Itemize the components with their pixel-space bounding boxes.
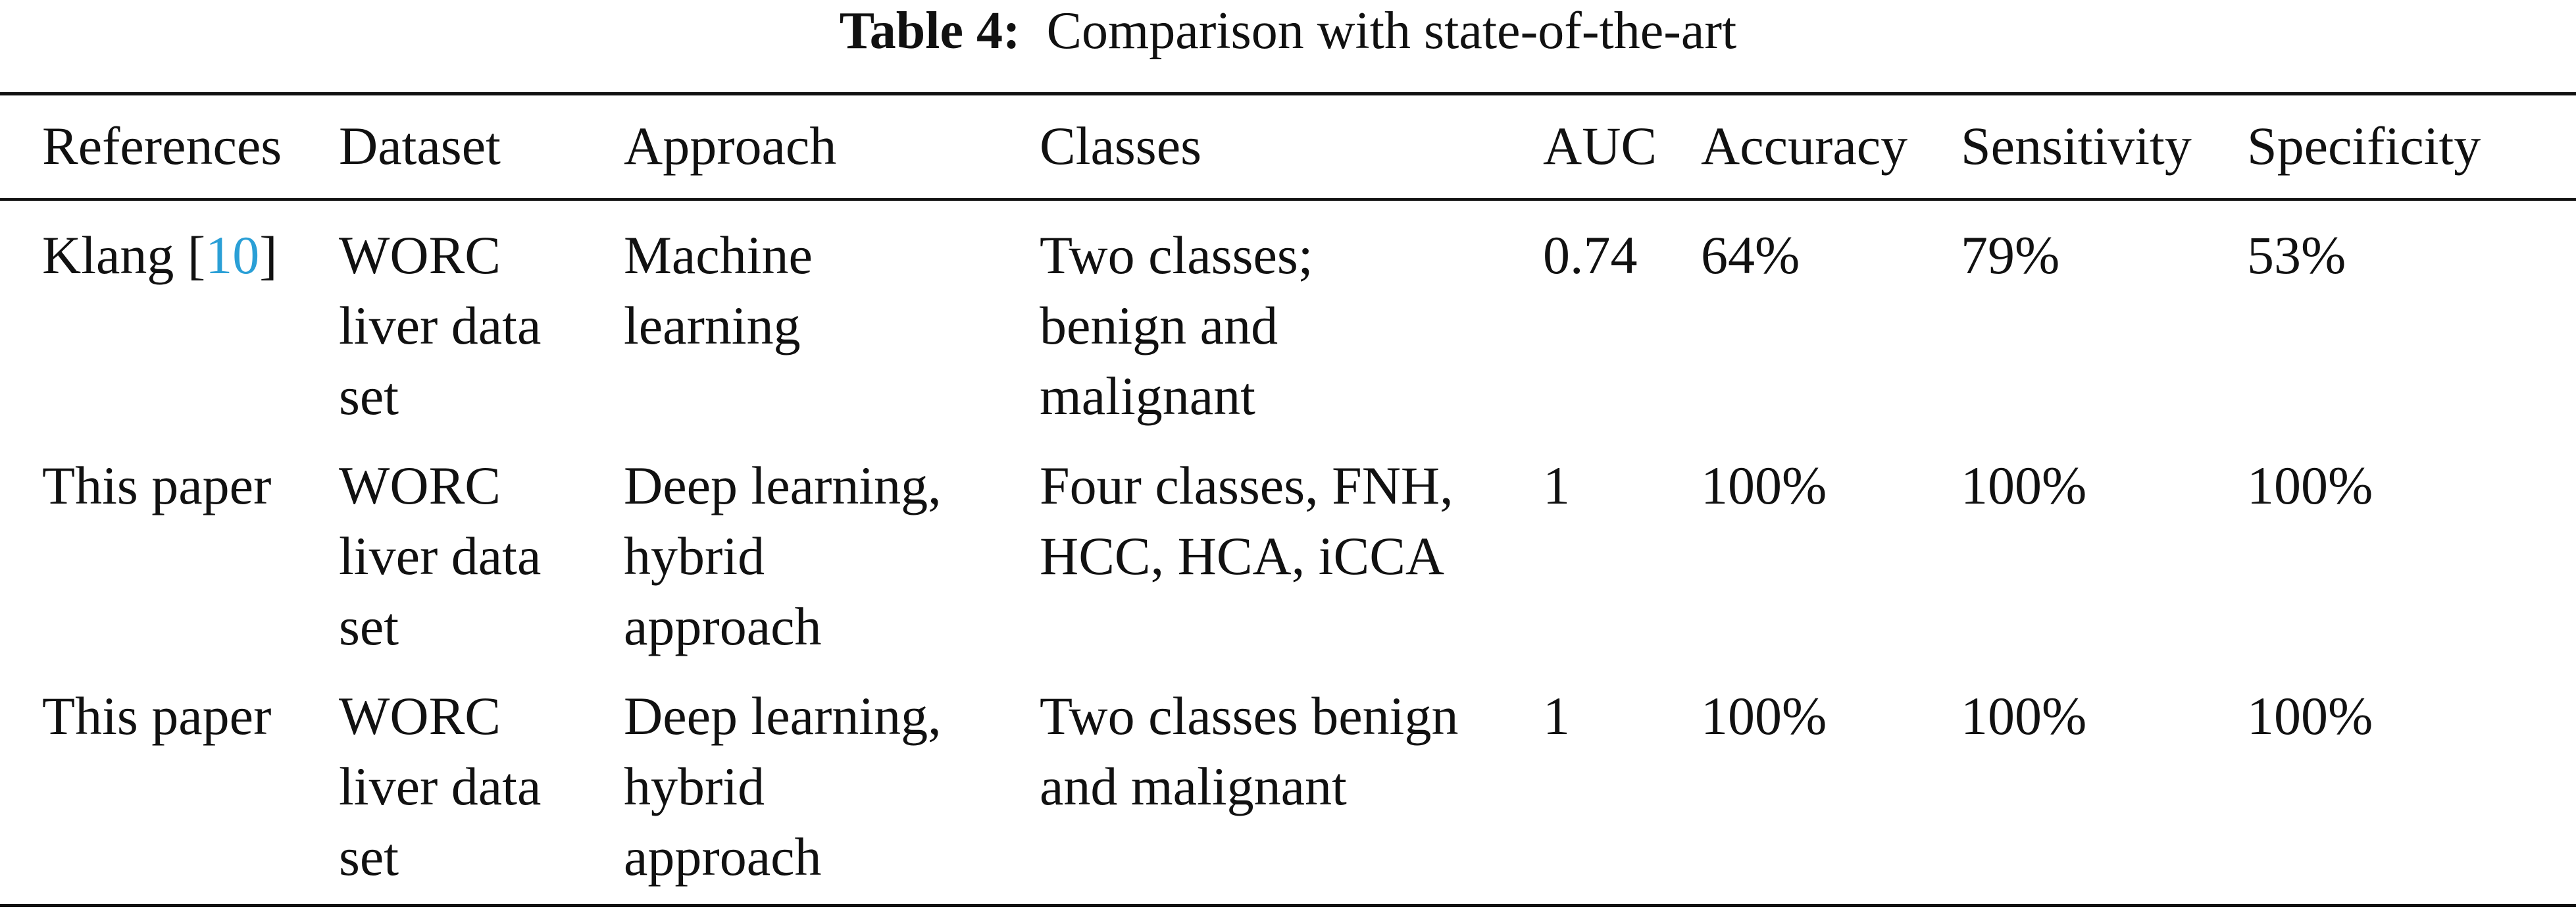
cell-classes: Two classes; benign and malignant — [1040, 225, 1313, 426]
cell-auc: 0.74 — [1543, 225, 1638, 285]
reference-bracket: ] — [259, 225, 278, 285]
cell-reference: This paper — [42, 686, 272, 746]
table-header-rule — [0, 198, 2576, 201]
cell-accuracy: 100% — [1701, 456, 1827, 515]
table-bottom-rule — [0, 904, 2576, 907]
cell-classes: Four classes, FNH, HCC, HCA, iCCA — [1040, 456, 1453, 586]
citation-link[interactable]: 10 — [205, 225, 260, 285]
cell-dataset: WORC liver data set — [339, 686, 542, 887]
cell-classes: Two classes benign and malignant — [1040, 686, 1459, 816]
header-dataset: Dataset — [339, 116, 501, 176]
header-auc: AUC — [1543, 116, 1657, 176]
header-sensitivity: Sensitivity — [1961, 116, 2192, 176]
header-approach: Approach — [624, 116, 837, 176]
header-classes: Classes — [1040, 116, 1201, 176]
cell-specificity: 100% — [2247, 456, 2373, 515]
header-accuracy: Accuracy — [1701, 116, 1908, 176]
cell-dataset: WORC liver data set — [339, 225, 542, 426]
cell-dataset: WORC liver data set — [339, 456, 542, 656]
table-caption-label: Table 4: — [839, 2, 1021, 60]
cell-auc: 1 — [1543, 456, 1570, 515]
table-caption: Table 4: Comparison with state-of-the-ar… — [0, 0, 2576, 66]
cell-sensitivity: 100% — [1961, 686, 2087, 746]
table-caption-title: Comparison with state-of-the-art — [1046, 2, 1737, 60]
header-specificity: Specificity — [2247, 116, 2481, 176]
header-references: References — [42, 116, 282, 176]
cell-reference: Klang [10] — [42, 220, 332, 290]
cell-specificity: 100% — [2247, 686, 2373, 746]
cell-approach: Deep learning, hybrid approach — [624, 456, 942, 656]
cell-approach: Machine learning — [624, 225, 813, 355]
cell-auc: 1 — [1543, 686, 1570, 746]
cell-sensitivity: 79% — [1961, 225, 2060, 285]
cell-accuracy: 100% — [1701, 686, 1827, 746]
cell-specificity: 53% — [2247, 225, 2346, 285]
cell-sensitivity: 100% — [1961, 456, 2087, 515]
cell-approach: Deep learning, hybrid approach — [624, 686, 942, 887]
reference-name: Klang [ — [42, 225, 206, 285]
cell-accuracy: 64% — [1701, 225, 1800, 285]
cell-reference: This paper — [42, 456, 272, 515]
table-top-rule — [0, 92, 2576, 95]
